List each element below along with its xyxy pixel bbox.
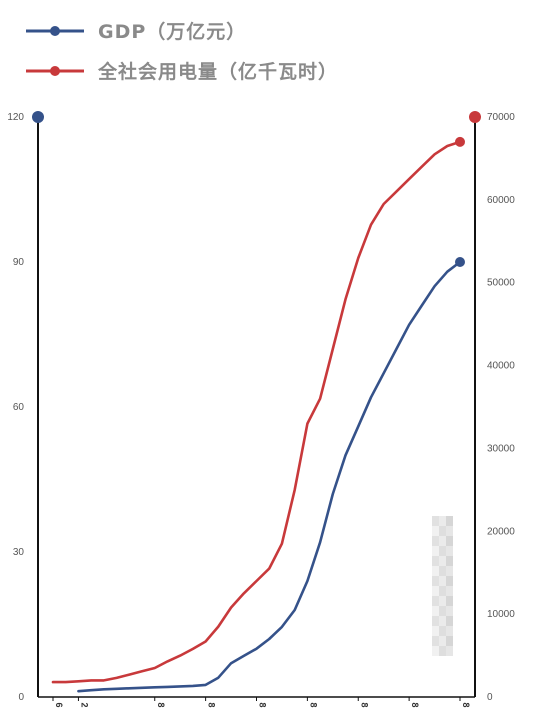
legend: GDP（万亿元） 全社会用电量（亿千瓦时） [26,20,338,83]
watermark-cell [432,596,439,606]
watermark-cell [432,626,439,636]
y-left-tick-label: 120 [7,112,24,123]
x-tick-label: 8 [359,702,369,707]
gdp-end-point [455,257,465,267]
watermark-cell [439,636,446,646]
watermark-cell [432,586,439,596]
x-tick-label: 8 [410,702,420,707]
x-tick-label: 8 [308,702,318,707]
watermark-cell [446,636,453,646]
watermark-cell [446,526,453,536]
watermark-cell [439,546,446,556]
watermark-cell [446,546,453,556]
y-right-tick-label: 10000 [487,609,515,620]
x-tick-label: 8 [258,702,268,707]
x-tick-label: 8 [461,702,471,707]
watermark-cell [446,566,453,576]
watermark-cell [439,606,446,616]
watermark-cell [446,556,453,566]
watermark-cell [432,606,439,616]
axes: 0 30 60 90 120 0 10000 20000 30000 40000 50000 6000… [7,111,515,708]
watermark-cell [439,556,446,566]
watermark-cell [439,526,446,536]
watermark-cell [439,586,446,596]
watermark-cell [432,556,439,566]
watermark-cell [446,626,453,636]
watermark-cell [432,616,439,626]
x-tick-label: 2 [79,702,89,707]
watermark-cell [439,646,446,656]
gdp-line [77,260,462,693]
watermark-cell [446,596,453,606]
y-right-tick-label: 20000 [487,526,515,537]
legend-label: 全社会用电量（亿千瓦时） [97,60,338,83]
watermark-cell [446,616,453,626]
y-left-tick-label: 90 [13,257,25,268]
legend-marker [50,26,60,36]
watermark-cell [439,576,446,586]
series-lines [51,136,465,693]
y-right-tick-label: 60000 [487,195,515,206]
watermark-cell [432,646,439,656]
watermark-cell [446,586,453,596]
x-tick-label: 8 [207,702,217,707]
y-right-tick-label: 50000 [487,278,515,289]
y-right-tick-label: 30000 [487,443,515,454]
x-tick-label: 6 [54,702,64,707]
watermark-cell [446,516,453,526]
watermark-cell [446,646,453,656]
y-left-tick-label: 30 [13,547,25,558]
watermark-cell [439,616,446,626]
watermark-cell [432,576,439,586]
watermark-cell [432,636,439,646]
decor [432,516,453,656]
y-left-tick-label: 0 [18,692,24,703]
watermark-cell [439,516,446,526]
legend-label: GDP（万亿元） [98,20,246,43]
watermark-cell [446,576,453,586]
watermark-cell [432,536,439,546]
electricity-line [51,140,462,684]
y-left-tick-label: 60 [13,402,25,413]
y-right-tick-label: 70000 [487,112,515,123]
watermark-cell [446,606,453,616]
watermark-cell [439,566,446,576]
x-tick-label: 8 [156,702,166,707]
legend-marker [50,66,60,76]
watermark-cell [439,626,446,636]
electricity-end-point [455,136,465,147]
watermark-cell [432,566,439,576]
watermark-cell [432,546,439,556]
watermark-cell [446,536,453,546]
y-right-tick-label: 40000 [487,361,515,372]
watermark-cell [439,536,446,546]
y-axis-right-cap [469,111,481,123]
watermark-cell [432,516,439,526]
y-right-tick-label: 0 [487,692,493,703]
watermark-cell [439,596,446,606]
watermark-cell [432,526,439,536]
y-axis-left-cap [32,111,44,123]
